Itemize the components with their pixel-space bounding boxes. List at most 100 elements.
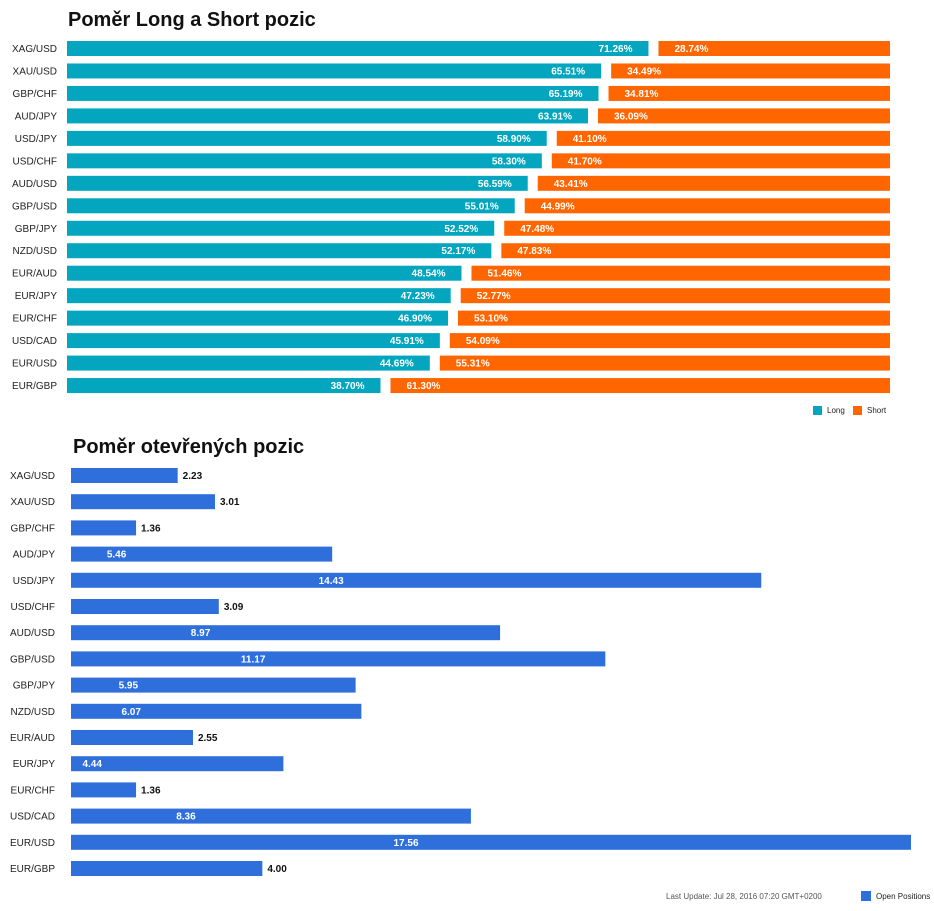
open-position-value-label-nzd-usd: 6.07 xyxy=(121,707,141,718)
category-label-eur-usd: EUR/USD xyxy=(10,838,55,849)
category-label-gbp-usd: GBP/USD xyxy=(10,654,55,665)
long-bar-usd-cad xyxy=(67,333,440,349)
open-position-bar-eur-aud xyxy=(71,730,193,745)
long-value-label-eur-usd: 44.69% xyxy=(380,359,414,370)
category-label-usd-chf: USD/CHF xyxy=(11,602,55,613)
open-position-bar-eur-usd xyxy=(71,834,911,850)
short-bar-eur-jpy xyxy=(460,288,890,304)
category-label-eur-aud: EUR/AUD xyxy=(10,733,55,744)
open-position-bar-nzd-usd xyxy=(71,703,362,719)
long-bar-aud-usd xyxy=(67,175,528,191)
short-value-label-gbp-jpy: 47.48% xyxy=(520,224,554,235)
long-bar-gbp-chf xyxy=(67,85,599,101)
category-label-usd-chf: USD/CHF xyxy=(13,156,57,167)
short-value-label-gbp-usd: 44.99% xyxy=(541,201,575,212)
category-label-eur-gbp: EUR/GBP xyxy=(10,864,55,875)
long-bar-gbp-usd xyxy=(67,198,515,214)
open-position-value-label-aud-usd: 8.97 xyxy=(191,628,211,639)
category-label-eur-chf: EUR/CHF xyxy=(11,785,55,796)
open-position-bar-eur-jpy xyxy=(71,756,284,772)
chart-title-open-positions: Poměr otevřených pozic xyxy=(73,436,305,458)
legend-open-label: Open Positions xyxy=(876,891,931,901)
long-bar-eur-usd xyxy=(67,355,430,371)
category-label-eur-aud: EUR/AUD xyxy=(12,269,57,280)
short-value-label-xag-usd: 28.74% xyxy=(674,44,708,55)
long-bar-eur-chf xyxy=(67,310,448,326)
long-value-label-gbp-usd: 55.01% xyxy=(465,201,499,212)
long-value-label-usd-jpy: 58.90% xyxy=(497,134,531,145)
long-value-label-aud-jpy: 63.91% xyxy=(538,111,572,122)
open-position-bar-aud-jpy xyxy=(71,546,333,562)
open-position-value-label-gbp-chf: 1.36 xyxy=(141,523,161,534)
open-position-value-label-aud-jpy: 5.46 xyxy=(107,550,127,561)
long-bar-eur-aud xyxy=(67,265,462,281)
short-value-label-gbp-chf: 34.81% xyxy=(625,89,659,100)
open-position-bar-gbp-usd xyxy=(71,651,606,667)
long-bar-aud-jpy xyxy=(67,108,588,124)
category-label-eur-gbp: EUR/GBP xyxy=(12,381,57,392)
short-bar-gbp-jpy xyxy=(504,220,890,236)
open-position-bar-usd-chf xyxy=(71,599,219,614)
open-position-bar-eur-chf xyxy=(71,782,137,798)
long-bar-xau-usd xyxy=(67,63,602,79)
long-bar-eur-jpy xyxy=(67,288,451,304)
category-label-aud-usd: AUD/USD xyxy=(10,628,55,639)
open-position-bar-aud-usd xyxy=(71,625,501,641)
category-label-aud-usd: AUD/USD xyxy=(12,179,57,190)
legend-short-label: Short xyxy=(867,406,887,415)
open-position-bar-xag-usd xyxy=(71,468,178,483)
category-label-xag-usd: XAG/USD xyxy=(10,471,55,482)
short-bar-gbp-chf xyxy=(608,85,890,101)
last-update-text: Last Update: Jul 28, 2016 07:20 GMT+0200 xyxy=(666,892,822,901)
short-value-label-aud-jpy: 36.09% xyxy=(614,111,648,122)
open-position-value-label-eur-usd: 17.56 xyxy=(393,838,418,849)
legend-long: Long xyxy=(813,406,845,415)
short-bar-eur-gbp xyxy=(390,378,890,394)
legend-open-swatch xyxy=(861,891,871,901)
category-label-eur-jpy: EUR/JPY xyxy=(13,759,56,770)
open-position-bar-usd-cad xyxy=(71,808,471,824)
chart-title-long-short: Poměr Long a Short pozic xyxy=(68,9,316,31)
short-bar-eur-usd xyxy=(439,355,890,371)
short-value-label-aud-usd: 43.41% xyxy=(554,179,588,190)
open-position-value-label-usd-jpy: 14.43 xyxy=(319,576,344,587)
long-value-label-eur-chf: 46.90% xyxy=(398,314,432,325)
open-position-value-label-xag-usd: 2.23 xyxy=(183,471,203,482)
open-position-value-label-eur-chf: 1.36 xyxy=(141,785,161,796)
category-label-gbp-jpy: GBP/JPY xyxy=(13,681,56,692)
category-label-gbp-usd: GBP/USD xyxy=(12,201,57,212)
short-value-label-eur-usd: 55.31% xyxy=(456,359,490,370)
long-bar-eur-gbp xyxy=(67,378,381,394)
long-value-label-xau-usd: 65.51% xyxy=(551,66,585,77)
short-value-label-usd-cad: 54.09% xyxy=(466,336,500,347)
short-bar-usd-chf xyxy=(551,153,890,169)
short-value-label-eur-aud: 51.46% xyxy=(487,269,521,280)
short-value-label-eur-chf: 53.10% xyxy=(474,314,508,325)
open-position-value-label-usd-cad: 8.36 xyxy=(176,812,196,823)
open-position-bar-gbp-jpy xyxy=(71,677,356,693)
short-bar-aud-jpy xyxy=(597,108,890,124)
category-label-xag-usd: XAG/USD xyxy=(12,44,57,55)
open-position-value-label-eur-aud: 2.55 xyxy=(198,733,218,744)
long-value-label-usd-chf: 58.30% xyxy=(492,156,526,167)
category-label-usd-cad: USD/CAD xyxy=(10,812,55,823)
category-label-eur-usd: EUR/USD xyxy=(12,359,57,370)
legend-long-swatch xyxy=(813,406,822,415)
short-value-label-nzd-usd: 47.83% xyxy=(517,246,551,257)
category-label-usd-cad: USD/CAD xyxy=(12,336,57,347)
category-label-gbp-chf: GBP/CHF xyxy=(13,89,57,100)
long-bar-nzd-usd xyxy=(67,243,492,259)
open-position-value-label-xau-usd: 3.01 xyxy=(220,497,240,508)
long-value-label-eur-gbp: 38.70% xyxy=(331,381,365,392)
category-label-gbp-jpy: GBP/JPY xyxy=(15,224,58,235)
short-value-label-eur-jpy: 52.77% xyxy=(477,291,511,302)
long-bar-usd-chf xyxy=(67,153,542,169)
category-label-gbp-chf: GBP/CHF xyxy=(11,523,55,534)
short-bar-eur-aud xyxy=(471,265,890,281)
category-label-xau-usd: XAU/USD xyxy=(13,66,57,77)
category-label-nzd-usd: NZD/USD xyxy=(13,246,57,257)
long-value-label-eur-jpy: 47.23% xyxy=(401,291,435,302)
legend-long-label: Long xyxy=(827,406,845,415)
category-label-xau-usd: XAU/USD xyxy=(11,497,55,508)
